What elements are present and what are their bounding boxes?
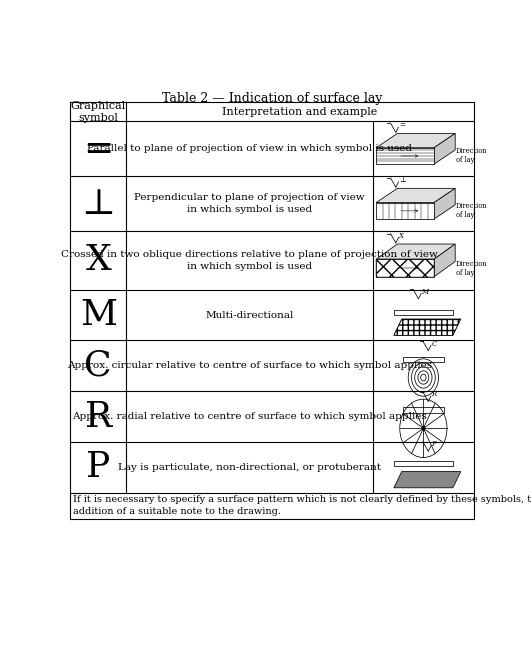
Polygon shape (394, 319, 461, 335)
Text: Table 2 — Indication of surface lay: Table 2 — Indication of surface lay (162, 92, 382, 105)
Text: Direction
of lay: Direction of lay (456, 259, 487, 277)
Polygon shape (394, 471, 461, 488)
Text: =: = (399, 121, 405, 129)
Polygon shape (434, 133, 455, 164)
Text: X: X (85, 244, 111, 277)
Text: C: C (431, 340, 436, 348)
Text: Approx. circular relative to centre of surface to which symbol applies: Approx. circular relative to centre of s… (67, 361, 432, 370)
Circle shape (422, 426, 425, 430)
Bar (376, 259, 434, 277)
Text: =: = (83, 132, 114, 166)
Polygon shape (376, 188, 455, 203)
Bar (394, 461, 453, 467)
Text: Parallel to plane of projection of view in which symbol is used: Parallel to plane of projection of view … (87, 145, 412, 153)
Bar (402, 356, 444, 362)
Bar (376, 259, 434, 277)
Text: R: R (431, 391, 436, 399)
Polygon shape (376, 244, 455, 259)
Text: Multi-directional: Multi-directional (205, 310, 294, 319)
Text: Graphical
symbol: Graphical symbol (71, 100, 126, 123)
Text: If it is necessary to specify a surface pattern which is not clearly defined by : If it is necessary to specify a surface … (73, 496, 531, 516)
Text: M: M (80, 298, 117, 332)
Bar (376, 148, 434, 164)
Text: R: R (84, 400, 112, 434)
Text: Direction
of lay: Direction of lay (456, 147, 487, 164)
Text: Direction
of lay: Direction of lay (456, 202, 487, 219)
Text: Perpendicular to plane of projection of view
in which symbol is used: Perpendicular to plane of projection of … (134, 193, 365, 214)
Text: P: P (431, 440, 436, 448)
Text: C: C (84, 349, 112, 383)
Text: Approx. radial relative to centre of surface to which symbol applies: Approx. radial relative to centre of sur… (72, 412, 427, 421)
Bar (394, 310, 453, 315)
Polygon shape (434, 188, 455, 219)
Text: P: P (86, 451, 110, 484)
Text: ⊥: ⊥ (81, 187, 115, 220)
Bar (376, 203, 434, 219)
Polygon shape (376, 133, 455, 148)
Text: Interpretation and example: Interpretation and example (222, 107, 378, 117)
Text: X: X (399, 232, 404, 240)
Text: ⊥: ⊥ (399, 176, 405, 184)
Text: M: M (422, 288, 429, 296)
Text: Crossed in two oblique directions relative to plane of projection of view
in whi: Crossed in two oblique directions relati… (61, 250, 438, 271)
Text: Lay is particulate, non-directional, or protuberant: Lay is particulate, non-directional, or … (118, 463, 381, 472)
Polygon shape (434, 244, 455, 277)
Bar (402, 407, 444, 412)
